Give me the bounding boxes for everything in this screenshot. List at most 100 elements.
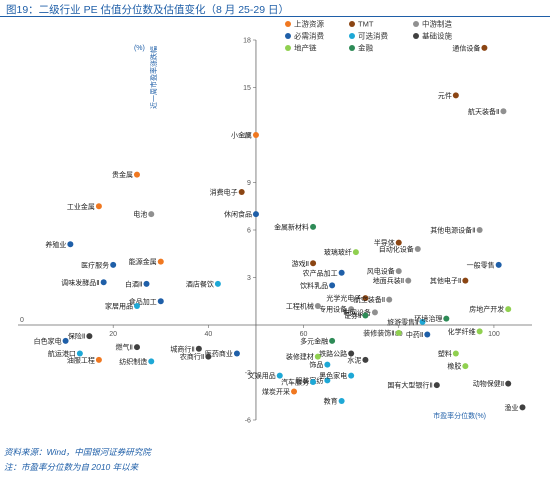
scatter-point: [95, 203, 102, 210]
legend-marker: [285, 45, 291, 51]
y-axis-unit: (%): [134, 45, 145, 52]
legend-marker: [349, 33, 355, 39]
point-label: 动物保健Ⅱ: [473, 379, 504, 388]
point-label: 房地产开发: [469, 305, 504, 314]
point-label: 白酒Ⅱ: [125, 279, 142, 288]
legend-label: 金融: [358, 43, 373, 53]
origin-label: 0: [20, 317, 24, 324]
point-label: 纺织制造: [119, 357, 147, 366]
point-label: 国有大型银行Ⅱ: [387, 381, 432, 390]
point-label: 酒店餐饮: [186, 279, 214, 288]
scatter-point: [252, 211, 259, 218]
point-label: 其他电子Ⅱ: [430, 276, 461, 285]
y-tick-label: -3: [245, 370, 251, 377]
legend-label: 必需消费: [294, 31, 324, 41]
scatter-point: [433, 382, 440, 389]
legend-label: 上游资源: [294, 19, 324, 29]
point-label: 食品加工: [129, 297, 157, 306]
y-tick-label: -6: [245, 418, 251, 425]
point-label: 多元金融: [300, 336, 328, 345]
legend-marker: [349, 45, 355, 51]
point-label: 调味发酵品Ⅱ: [61, 278, 99, 287]
point-label: 渔业: [504, 403, 518, 412]
scatter-point: [371, 309, 378, 316]
scatter-point: [443, 315, 450, 322]
scatter-point: [95, 356, 102, 363]
point-label: 养殖业: [45, 240, 66, 249]
scatter-point: [157, 298, 164, 305]
scatter-point: [481, 44, 488, 51]
point-label: 装修建材: [286, 352, 314, 361]
scatter-point: [419, 318, 426, 325]
scatter-point: [362, 312, 369, 319]
y-tick-label: 3: [247, 275, 251, 282]
point-label: 家居用品: [105, 302, 133, 311]
point-label: 环境治理: [414, 314, 442, 323]
scatter-point: [314, 303, 321, 309]
scatter-point: [462, 363, 469, 370]
point-label: 地面兵装Ⅱ: [373, 276, 404, 285]
scatter-point: [133, 171, 140, 178]
point-label: 农产品加工: [303, 268, 338, 277]
point-label: 饮料乳品: [300, 281, 328, 290]
scatter-point: [395, 329, 402, 336]
y-tick-label: 18: [243, 38, 251, 45]
legend-label: 可选消费: [358, 31, 388, 41]
scatter-point: [76, 350, 83, 357]
point-label: 文娱用品: [248, 371, 276, 380]
point-label: 燃气Ⅱ: [116, 343, 133, 352]
scatter-point: [276, 372, 283, 379]
scatter-point: [362, 295, 369, 302]
scatter-point: [329, 282, 336, 289]
source-note: 资料来源：Wind，中国银河证券研究院: [4, 447, 151, 457]
point-label: 证券Ⅱ: [344, 311, 361, 320]
x-tick-label: 60: [300, 331, 308, 338]
point-label: 航运港口: [48, 349, 76, 358]
scatter-point: [476, 328, 483, 335]
point-label: 休闲食品: [224, 210, 252, 219]
point-label: 装修装饰Ⅱ: [363, 328, 394, 337]
point-label: 元件: [438, 91, 452, 100]
point-label: 其他电源设备Ⅱ: [430, 226, 475, 235]
scatter-point: [214, 280, 221, 287]
point-label: 游戏Ⅱ: [292, 259, 309, 268]
legend-label: TMT: [358, 20, 374, 29]
scatter-point: [348, 306, 355, 313]
scatter-point: [348, 350, 355, 357]
point-label: 风电设备: [367, 267, 395, 276]
scatter-point: [476, 227, 483, 233]
x-tick-label: 20: [109, 331, 117, 338]
scatter-point: [238, 189, 245, 195]
point-label: 一般零售: [467, 260, 495, 269]
point-label: 煤炭开采: [262, 387, 290, 396]
point-label: 医疗服务: [81, 260, 109, 269]
point-label: 小金属: [231, 131, 252, 140]
x-axis-label: 市盈率分位数(%): [433, 411, 486, 420]
point-label: 通信设备: [452, 43, 480, 52]
figure-title: 图19：二级行业 PE 估值分位数及估值变化（8 月 25-29 日）: [6, 4, 289, 16]
point-label: 塑料: [438, 349, 452, 358]
point-label: 能源金属: [129, 257, 157, 266]
y-axis-label: 近一周市盈率涨跌幅: [149, 46, 158, 109]
scatter-point: [452, 92, 459, 99]
legend-marker: [413, 21, 419, 27]
point-label: 汽车服务: [281, 378, 309, 387]
point-label: 自动化设备: [379, 245, 414, 254]
scatter-point: [291, 388, 298, 395]
scatter-point: [362, 356, 369, 363]
scatter-point: [505, 306, 512, 313]
point-label: 白色家电: [34, 336, 62, 345]
scatter-point: [452, 350, 459, 357]
point-label: 化学纤维: [448, 327, 476, 336]
point-label: 饰品: [309, 360, 323, 369]
scatter-point: [352, 249, 359, 256]
scatter-point: [110, 261, 117, 268]
y-tick-label: 15: [243, 85, 251, 92]
footnote: 注：市盈率分位数为自 2010 年以来: [4, 462, 139, 472]
scatter-point: [148, 211, 155, 218]
scatter-point: [67, 241, 74, 248]
point-label: 城商行Ⅱ: [170, 344, 194, 353]
scatter-point: [100, 279, 107, 286]
scatter-point: [157, 258, 164, 265]
point-label: 金属新材料: [274, 222, 309, 231]
